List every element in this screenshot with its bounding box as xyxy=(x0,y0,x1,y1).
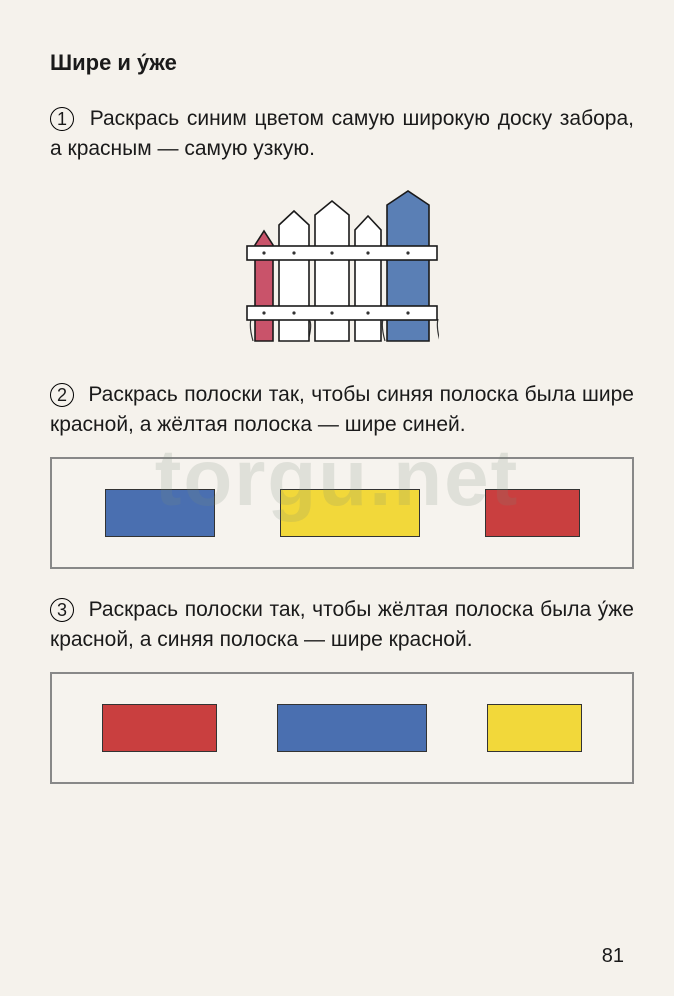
task-1-text: 1 Раскрась синим цветом самую широкую до… xyxy=(50,104,634,165)
color-strip xyxy=(487,704,582,752)
color-strip xyxy=(277,704,427,752)
task-1: 1 Раскрась синим цветом самую широкую до… xyxy=(50,104,634,356)
task-3-body: Раскрась полоски так, чтобы жёлтая полос… xyxy=(50,598,634,651)
task-2-body: Раскрась полоски так, чтобы синяя полоск… xyxy=(50,383,634,436)
fence-illustration xyxy=(50,181,634,356)
task-2-number: 2 xyxy=(50,383,74,407)
task-3-number: 3 xyxy=(50,598,74,622)
task-1-number: 1 xyxy=(50,107,74,131)
fence-svg xyxy=(245,181,439,351)
color-strip xyxy=(102,704,217,752)
strips-frame-3 xyxy=(50,672,634,784)
strips-frame-2 xyxy=(50,457,634,569)
color-strip xyxy=(485,489,580,537)
task-3: 3 Раскрась полоски так, чтобы жёлтая пол… xyxy=(50,595,634,784)
task-1-body: Раскрась синим цветом самую широкую доск… xyxy=(50,107,634,160)
task-2-text: 2 Раскрась полоски так, чтобы синяя поло… xyxy=(50,380,634,441)
color-strip xyxy=(105,489,215,537)
page-number: 81 xyxy=(602,945,624,968)
color-strip xyxy=(280,489,420,537)
task-2: 2 Раскрась полоски так, чтобы синяя поло… xyxy=(50,380,634,569)
page-title: Шире и у́же xyxy=(50,50,634,76)
task-3-text: 3 Раскрась полоски так, чтобы жёлтая пол… xyxy=(50,595,634,656)
